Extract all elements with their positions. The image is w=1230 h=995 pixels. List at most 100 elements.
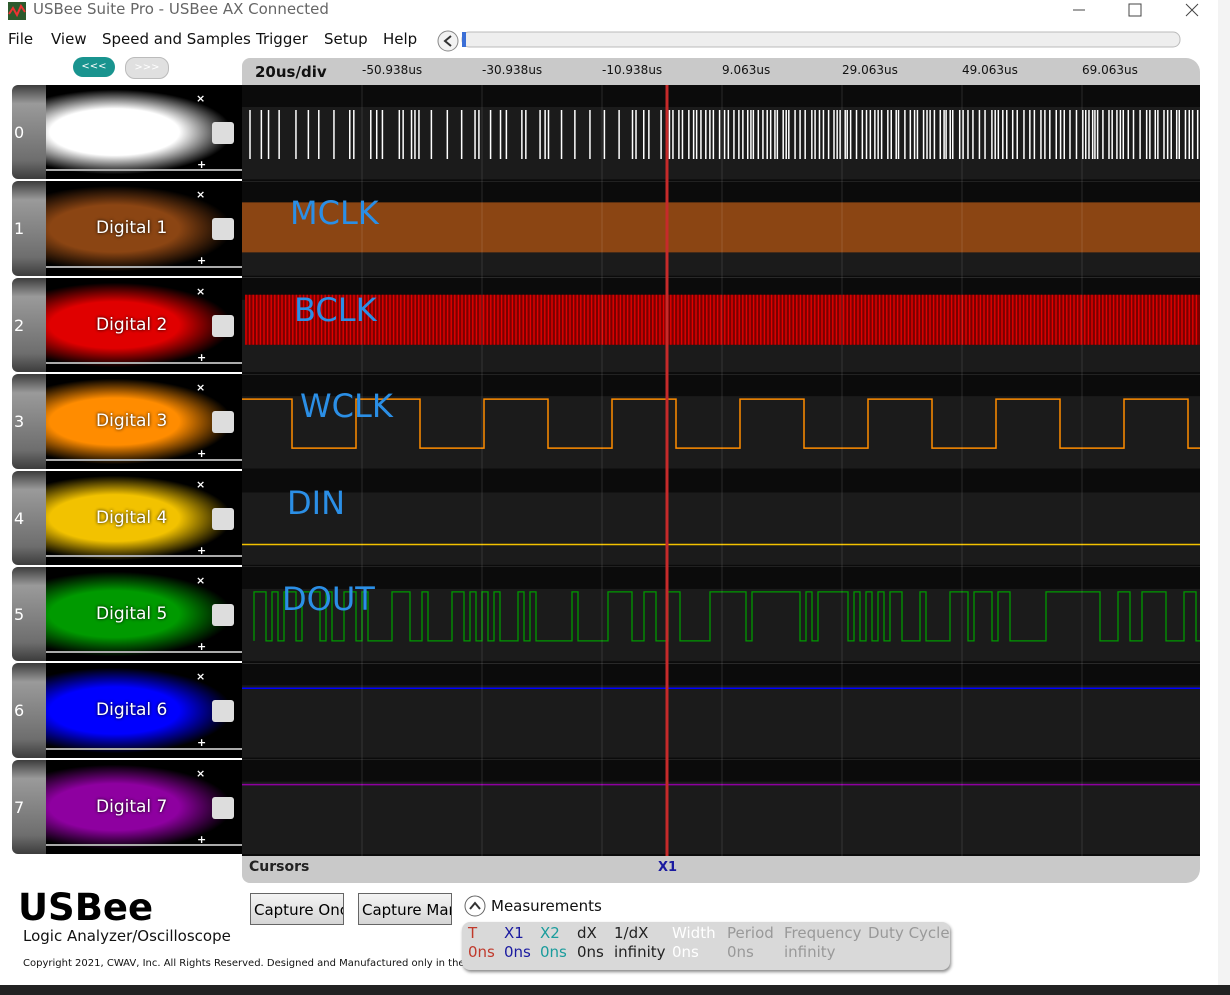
channel-strip	[12, 277, 46, 373]
menu-item[interactable]: View	[51, 30, 87, 48]
channel-sep	[46, 651, 242, 654]
channel-add[interactable]: +	[197, 350, 207, 364]
channel-add[interactable]: +	[197, 158, 207, 171]
scrollbar[interactable]	[461, 31, 1181, 48]
cursor-bar	[242, 856, 1200, 883]
menu-item[interactable]: Speed and Samples	[102, 30, 251, 48]
channel-name: Digital 2	[96, 314, 168, 335]
channel-sep	[46, 362, 242, 365]
menu-item[interactable]: Setup	[324, 30, 368, 48]
measurement-label: Width	[672, 924, 716, 942]
channel-sep	[46, 554, 242, 557]
channel-name: Digital 6	[96, 700, 168, 721]
capture-button[interactable]: Capture Onc	[250, 893, 344, 925]
measurement-value: 0ns	[672, 943, 699, 961]
menu-item[interactable]: Trigger	[256, 30, 308, 48]
channel-checkbox[interactable]	[212, 411, 234, 434]
measurement-label: Duty Cycle	[868, 924, 950, 942]
nav-forward[interactable]: >>>	[125, 57, 169, 79]
channel-close[interactable]: ×	[196, 766, 206, 780]
nav-back[interactable]: <<<	[73, 57, 115, 77]
row-band	[242, 685, 1200, 758]
trace-label: MCLK	[290, 194, 379, 233]
scroll-left[interactable]	[437, 30, 459, 52]
channel-strip	[12, 374, 46, 469]
channel-checkbox[interactable]	[212, 314, 234, 337]
channel-number: 2	[14, 315, 25, 335]
row-band	[242, 492, 1200, 565]
measurement-value: 0ns	[540, 943, 567, 961]
channel-checkbox[interactable]	[212, 700, 234, 723]
channel-color	[46, 374, 242, 469]
logo: USBee	[18, 886, 154, 929]
channel-add[interactable]: +	[197, 254, 207, 268]
channel-sep	[46, 265, 242, 268]
channel-number: 1	[14, 219, 25, 239]
channel-name: Digital 7	[96, 796, 168, 817]
channel-close[interactable]: ×	[196, 573, 206, 587]
menu-item[interactable]: File	[8, 30, 34, 48]
capture-button[interactable]: Capture Man	[358, 893, 452, 925]
maximize[interactable]	[1128, 3, 1142, 17]
channel-add[interactable]: +	[197, 639, 207, 653]
logo-subtitle: Logic Analyzer/Oscilloscope	[23, 927, 231, 945]
signal	[242, 202, 1200, 253]
channel-number: 6	[14, 701, 25, 721]
trace-label: DOUT	[282, 579, 375, 618]
measurement-label: X1	[504, 924, 524, 942]
time-label: -10.938us	[602, 63, 663, 77]
scroll-thumb[interactable]	[462, 32, 466, 47]
copyright: Copyright 2021, CWAV, Inc. All Rights Re…	[23, 958, 493, 969]
channel-color	[46, 566, 242, 662]
channel-close[interactable]: ×	[196, 670, 206, 684]
channel-close[interactable]: ×	[196, 284, 206, 298]
measurement-label: 1/dX	[614, 924, 649, 942]
channel-color	[46, 470, 242, 565]
channel-add[interactable]: +	[197, 447, 207, 461]
channel-add[interactable]: +	[197, 832, 207, 846]
channel-sep	[46, 169, 242, 172]
measurements-title: Measurements	[491, 897, 602, 915]
channel-checkbox[interactable]	[212, 796, 234, 819]
trace-area	[242, 85, 1200, 856]
channel-sep	[46, 458, 242, 461]
close[interactable]	[1185, 3, 1199, 17]
time-label: -50.938us	[362, 63, 423, 77]
measurement-value: infinity	[784, 943, 836, 961]
signal	[242, 398, 1200, 449]
channel-checkbox[interactable]	[212, 507, 234, 530]
measurement-label: T	[468, 924, 478, 942]
channel-close[interactable]: ×	[196, 188, 206, 202]
channel-color	[46, 663, 242, 758]
channel-name: Digital 4	[96, 507, 168, 528]
measurement-label: Frequency	[784, 924, 862, 942]
measurement-value: 0ns	[577, 943, 604, 961]
cursors-title: Cursors	[249, 859, 310, 875]
channel-number: 0	[14, 123, 25, 142]
channel-name: Digital 5	[96, 603, 168, 624]
time-label: 9.063us	[722, 63, 771, 77]
channel-number: 5	[14, 604, 25, 624]
channel-close[interactable]: ×	[196, 92, 206, 105]
channel-close[interactable]: ×	[196, 477, 206, 491]
channel-checkbox[interactable]	[212, 122, 234, 144]
channel-checkbox[interactable]	[212, 218, 234, 241]
channel-add[interactable]: +	[197, 543, 207, 557]
time-label: 49.063us	[962, 63, 1018, 77]
channel-number: 4	[14, 508, 25, 528]
channel-color	[46, 181, 242, 276]
channel-strip	[12, 470, 46, 565]
channel-checkbox[interactable]	[212, 603, 234, 626]
cursor-marker[interactable]: X1	[658, 860, 678, 875]
timeline-header	[242, 58, 1200, 85]
time-label: -30.938us	[482, 63, 543, 77]
channel-add[interactable]: +	[197, 736, 207, 750]
measurements-panel	[462, 922, 950, 970]
measurements-toggle[interactable]	[464, 895, 486, 917]
menu-item[interactable]: Help	[383, 30, 418, 48]
channel-strip	[12, 759, 46, 854]
channel-number: 3	[14, 412, 25, 432]
channel-close[interactable]: ×	[196, 381, 206, 395]
measurement-label: dX	[577, 924, 597, 942]
